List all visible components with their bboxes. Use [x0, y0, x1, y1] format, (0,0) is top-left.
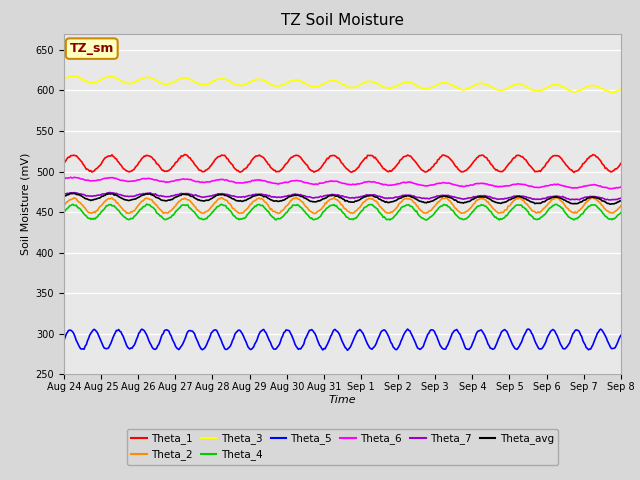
Y-axis label: Soil Moisture (mV): Soil Moisture (mV) — [20, 153, 30, 255]
Text: TZ_sm: TZ_sm — [70, 42, 114, 55]
Title: TZ Soil Moisture: TZ Soil Moisture — [281, 13, 404, 28]
Legend: Theta_1, Theta_2, Theta_3, Theta_4, Theta_5, Theta_6, Theta_7, Theta_avg: Theta_1, Theta_2, Theta_3, Theta_4, Thet… — [127, 429, 558, 465]
X-axis label: Time: Time — [328, 395, 356, 405]
